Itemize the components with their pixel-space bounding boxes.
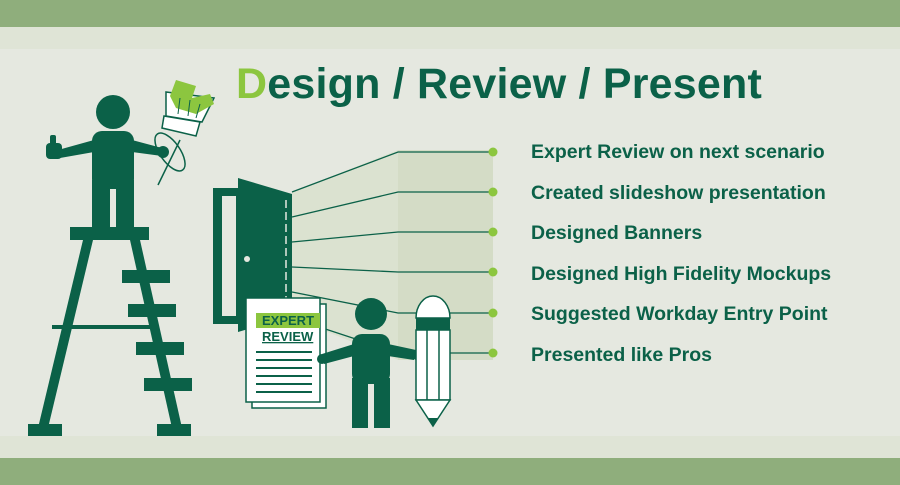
connector-4 [291,266,493,273]
bullet-dot-4 [488,267,498,277]
title-rest: esign / Review / Present [267,60,762,108]
list-item: Suggested Workday Entry Point [531,303,828,326]
bullet-dot-2 [488,187,498,197]
bottom-light-band [0,436,900,458]
bullet-dot-6 [488,348,498,358]
ladder-icon [28,227,192,436]
presenter-figure-icon [317,298,422,428]
list-item: Designed High Fidelity Mockups [531,262,832,285]
paint-brush-icon [154,80,216,186]
expert-review-document-icon: EXPERT REVIEW [245,297,327,409]
list-item: Expert Review on next scenario [531,141,825,163]
document-title-line2: REVIEW [262,329,314,344]
list-item: Created slideshow presentation [531,181,826,204]
achievement-list: Expert Review on next scenario Created s… [531,138,831,382]
title-first-letter: D [236,60,268,108]
list-item: Designed Banners [531,222,703,245]
pencil-icon [414,295,452,428]
bullet-dots [488,147,498,358]
page-title: Design / Review / Present [236,60,762,109]
door-icon [213,178,292,332]
bullet-dot-3 [488,227,498,237]
connector-3 [291,231,493,243]
bullet-dot-5 [488,308,498,318]
top-band [0,0,900,27]
list-item: Presented like Pros [531,343,713,366]
bullet-dot-1 [488,147,498,157]
bottom-band [0,458,900,485]
connector-5 [291,291,493,314]
document-title-line1: EXPERT [262,313,314,328]
connector-1 [291,151,493,193]
top-light-band [0,27,900,49]
connector-2 [291,191,493,218]
painter-figure-icon [46,95,169,228]
